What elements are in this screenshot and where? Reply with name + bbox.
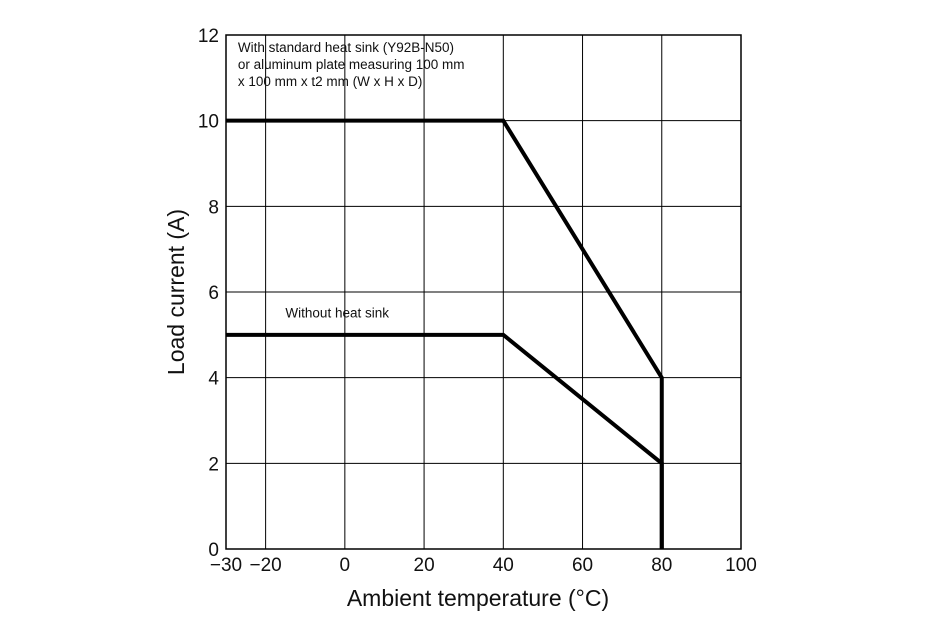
y-axis-label: Load current (A) bbox=[163, 209, 189, 375]
y-tick-label: 2 bbox=[208, 454, 219, 475]
y-tick-label: 8 bbox=[208, 197, 219, 218]
x-tick-label: 100 bbox=[725, 555, 757, 576]
x-axis-label: Ambient temperature (°C) bbox=[347, 585, 609, 611]
annotation-1-line: x 100 mm x t2 mm (W x H x D) bbox=[238, 74, 423, 89]
annotation-1-line: With standard heat sink (Y92B-N50) bbox=[238, 40, 454, 55]
y-tick-label: 10 bbox=[198, 112, 219, 133]
series-layer bbox=[226, 118, 664, 549]
x-tick-label: −30 bbox=[210, 555, 242, 576]
annotation-2-line: Without heat sink bbox=[285, 306, 389, 321]
x-tick-label: 0 bbox=[340, 555, 351, 576]
y-tick-label: 6 bbox=[208, 283, 219, 304]
x-tick-labels: −30 −20 0 20 40 60 80 100 bbox=[210, 555, 757, 576]
x-tick-label: 80 bbox=[651, 555, 672, 576]
plot-frame bbox=[225, 34, 742, 550]
y-tick-labels: 0 2 4 6 8 10 12 bbox=[198, 26, 220, 561]
annotation-1-line: or aluminum plate measuring 100 mm bbox=[238, 57, 465, 72]
y-tick-label: 0 bbox=[208, 540, 219, 561]
y-tick-label: 4 bbox=[208, 369, 219, 390]
annotations: With standard heat sink (Y92B-N50) or alu… bbox=[238, 40, 465, 321]
series-line-2 bbox=[226, 332, 664, 549]
y-tick-label: 12 bbox=[198, 26, 219, 47]
x-tick-label: −20 bbox=[249, 555, 281, 576]
x-tick-label: 40 bbox=[493, 555, 514, 576]
x-tick-label: 60 bbox=[572, 555, 593, 576]
x-tick-label: 20 bbox=[414, 555, 435, 576]
